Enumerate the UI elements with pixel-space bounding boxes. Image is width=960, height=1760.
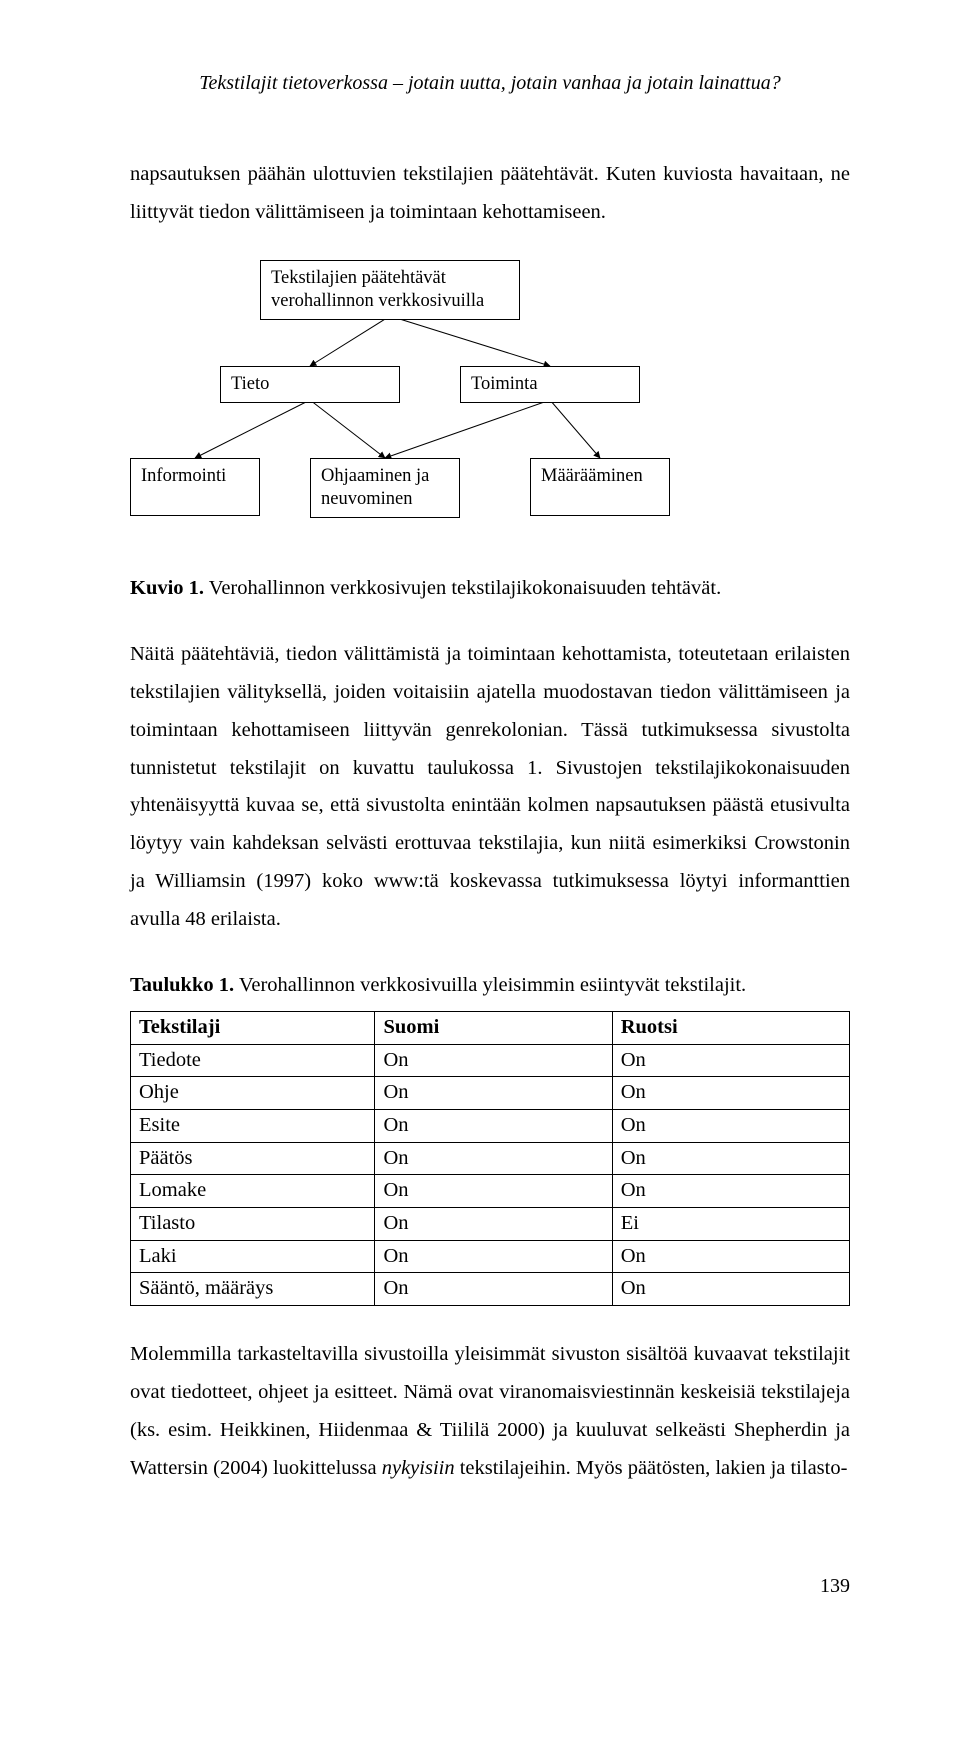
table-cell: Lomake <box>131 1175 375 1208</box>
node-root: Tekstilajien päätehtävät verohallinnon v… <box>260 260 520 320</box>
table-row: LakiOnOn <box>131 1240 850 1273</box>
table-row: TiedoteOnOn <box>131 1044 850 1077</box>
table-row: EsiteOnOn <box>131 1110 850 1143</box>
node-maaraaminen: Määrääminen <box>530 458 670 516</box>
table-cell: On <box>612 1273 849 1306</box>
table-1-col-1: Suomi <box>375 1012 612 1045</box>
table-cell: Laki <box>131 1240 375 1273</box>
table-cell: Tiedote <box>131 1044 375 1077</box>
table-cell: On <box>375 1208 612 1241</box>
table-cell: Esite <box>131 1110 375 1143</box>
table-cell: On <box>375 1077 612 1110</box>
table-row: PäätösOnOn <box>131 1142 850 1175</box>
table-cell: On <box>612 1142 849 1175</box>
figure-1-caption-label: Kuvio 1. <box>130 577 204 599</box>
node-toiminta: Toiminta <box>460 366 640 403</box>
table-row: LomakeOnOn <box>131 1175 850 1208</box>
table-cell: On <box>612 1110 849 1143</box>
figure-1-caption-text: Verohallinnon verkkosivujen tekstilajiko… <box>204 577 721 599</box>
table-1-header-row: TekstilajiSuomiRuotsi <box>131 1012 850 1045</box>
paragraph-3: Molemmilla tarkasteltavilla sivustoilla … <box>130 1336 850 1488</box>
table-cell: On <box>612 1175 849 1208</box>
table-cell: Ohje <box>131 1077 375 1110</box>
table-1-col-0: Tekstilaji <box>131 1012 375 1045</box>
table-cell: On <box>375 1240 612 1273</box>
table-row: Sääntö, määräysOnOn <box>131 1273 850 1306</box>
table-1-col-2: Ruotsi <box>612 1012 849 1045</box>
table-cell: On <box>375 1110 612 1143</box>
table-1-title-text: Verohallinnon verkkosivuilla yleisimmin … <box>234 974 746 996</box>
page-number: 139 <box>130 1568 850 1605</box>
table-cell: On <box>375 1044 612 1077</box>
table-cell: On <box>612 1077 849 1110</box>
paragraph-3b: tekstilajeihin. Myös päätösten, lakien j… <box>455 1457 848 1479</box>
table-1: TekstilajiSuomiRuotsi TiedoteOnOnOhjeOnO… <box>130 1011 850 1306</box>
node-informointi: Informointi <box>130 458 260 516</box>
node-ohj-line1: Ohjaaminen ja <box>321 466 429 486</box>
running-header: Tekstilajit tietoverkossa – jotain uutta… <box>130 70 850 96</box>
figure-1-diagram: Tekstilajien päätehtävät verohallinnon v… <box>130 260 850 550</box>
paragraph-2: Näitä päätehtäviä, tiedon välittämistä j… <box>130 636 850 939</box>
paragraph-3-ital: nykyisiin <box>382 1457 455 1479</box>
table-1-title-label: Taulukko 1. <box>130 974 234 996</box>
node-ohjaaminen: Ohjaaminen ja neuvominen <box>310 458 460 518</box>
table-cell: Sääntö, määräys <box>131 1273 375 1306</box>
node-root-line2: verohallinnon verkkosivuilla <box>271 291 484 311</box>
table-cell: Päätös <box>131 1142 375 1175</box>
table-cell: On <box>375 1142 612 1175</box>
table-cell: On <box>375 1273 612 1306</box>
table-cell: On <box>612 1240 849 1273</box>
table-row: OhjeOnOn <box>131 1077 850 1110</box>
node-ohj-line2: neuvominen <box>321 489 412 509</box>
node-tieto: Tieto <box>220 366 400 403</box>
paragraph-1: napsautuksen päähän ulottuvien tekstilaj… <box>130 156 850 232</box>
figure-1-caption: Kuvio 1. Verohallinnon verkkosivujen tek… <box>130 570 850 608</box>
table-cell: Ei <box>612 1208 849 1241</box>
table-cell: On <box>612 1044 849 1077</box>
table-cell: On <box>375 1175 612 1208</box>
table-1-title: Taulukko 1. Verohallinnon verkkosivuilla… <box>130 967 850 1005</box>
table-cell: Tilasto <box>131 1208 375 1241</box>
node-root-line1: Tekstilajien päätehtävät <box>271 268 446 288</box>
table-row: TilastoOnEi <box>131 1208 850 1241</box>
